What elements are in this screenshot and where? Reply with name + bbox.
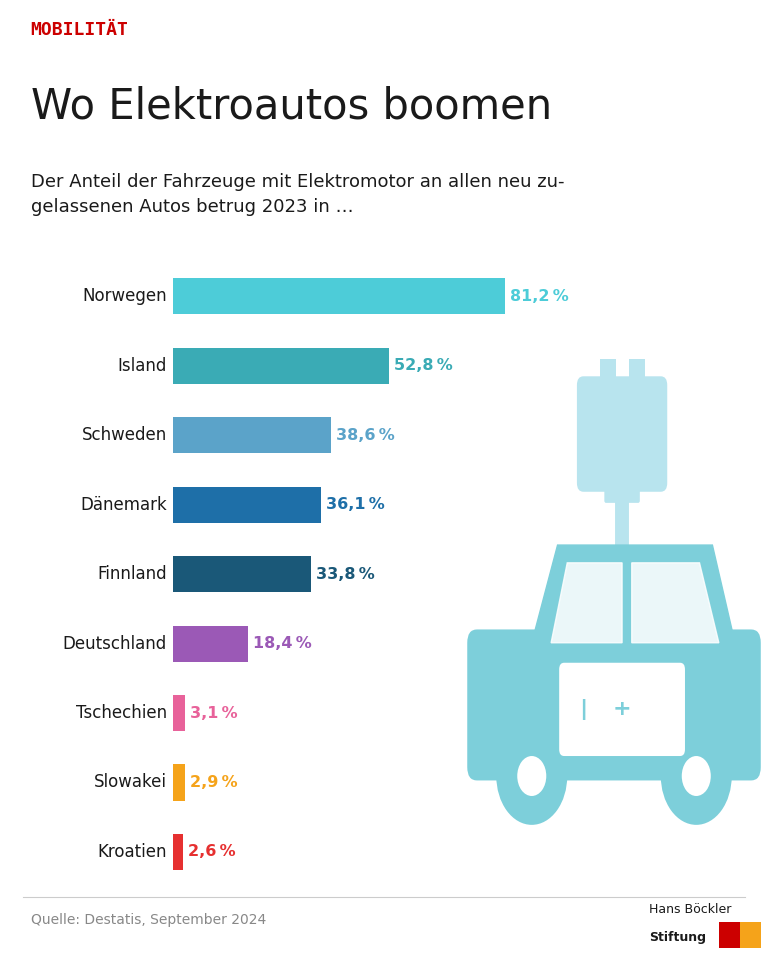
Circle shape (496, 727, 568, 825)
Text: Deutschland: Deutschland (62, 635, 167, 652)
Bar (173, 486, 321, 522)
Text: Der Anteil der Fahrzeuge mit Elektromotor an allen neu zu-
gelassenen Autos betr: Der Anteil der Fahrzeuge mit Elektromoto… (31, 173, 564, 216)
Text: 3,1 %: 3,1 % (190, 705, 238, 721)
Bar (173, 278, 505, 314)
Text: Island: Island (118, 357, 167, 375)
Bar (173, 418, 331, 453)
Text: Slowakei: Slowakei (94, 773, 167, 792)
Bar (600, 359, 616, 390)
Text: Quelle: Destatis, September 2024: Quelle: Destatis, September 2024 (31, 913, 266, 926)
Circle shape (660, 727, 732, 825)
Polygon shape (551, 563, 622, 642)
Bar (719, 922, 740, 949)
Text: +: + (613, 700, 631, 719)
Text: MOBILITÄT: MOBILITÄT (31, 21, 128, 39)
Text: 81,2 %: 81,2 % (510, 289, 569, 304)
Circle shape (517, 756, 546, 796)
Circle shape (682, 756, 711, 796)
Text: 38,6 %: 38,6 % (336, 427, 395, 443)
Text: 2,6 %: 2,6 % (188, 844, 236, 860)
FancyBboxPatch shape (467, 630, 761, 780)
Text: Hans Böckler: Hans Böckler (649, 903, 731, 917)
Text: 52,8 %: 52,8 % (394, 359, 452, 373)
Text: 2,9 %: 2,9 % (190, 775, 237, 790)
Text: 33,8 %: 33,8 % (316, 567, 375, 581)
Bar (173, 626, 248, 662)
Text: Tschechien: Tschechien (75, 704, 167, 722)
Text: Schweden: Schweden (81, 426, 167, 444)
Text: 18,4 %: 18,4 % (253, 636, 312, 651)
Bar (173, 348, 389, 384)
FancyBboxPatch shape (577, 376, 667, 492)
Text: Norwegen: Norwegen (82, 288, 167, 305)
Bar (173, 765, 184, 800)
Bar (628, 359, 644, 390)
FancyBboxPatch shape (604, 476, 640, 503)
Polygon shape (632, 563, 719, 642)
Text: |: | (579, 699, 588, 720)
Polygon shape (531, 545, 735, 642)
Text: Finnland: Finnland (97, 565, 167, 583)
Text: 36,1 %: 36,1 % (326, 497, 384, 513)
Text: Dänemark: Dänemark (80, 496, 167, 514)
Text: Wo Elektroautos boomen: Wo Elektroautos boomen (31, 85, 552, 128)
Bar (740, 922, 761, 949)
Text: Kroatien: Kroatien (98, 843, 167, 860)
Bar (173, 834, 184, 870)
Text: Stiftung: Stiftung (649, 931, 706, 944)
Bar (173, 695, 186, 731)
FancyBboxPatch shape (559, 663, 685, 756)
Bar (173, 556, 311, 592)
